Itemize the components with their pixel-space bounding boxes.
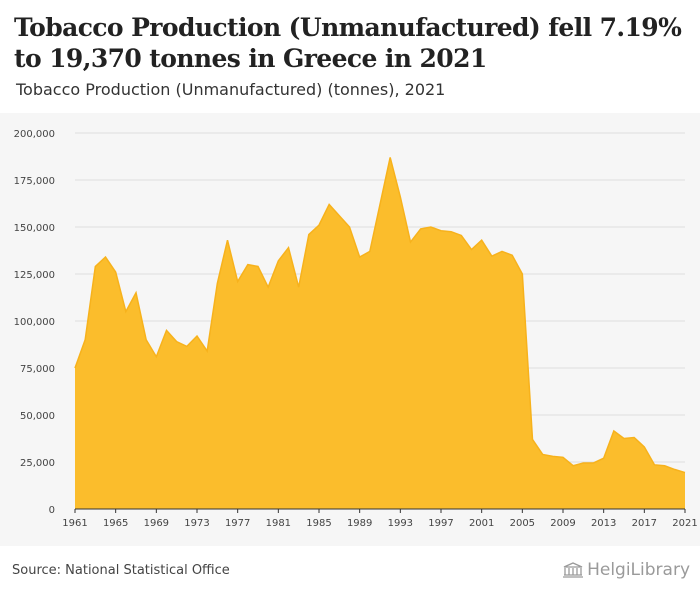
x-tick-label: 1973	[184, 518, 209, 529]
x-tick-label: 1977	[225, 518, 250, 529]
x-tick-label: 1989	[347, 518, 372, 529]
chart-subtitle: Tobacco Production (Unmanufactured) (ton…	[16, 80, 446, 99]
axes: 0 25,000 50,000 75,000 100,000 125,000 150,000…	[14, 129, 698, 529]
x-tick-label: 2001	[469, 518, 494, 529]
area-line	[74, 157, 686, 474]
y-tick-label: 25,000	[20, 458, 55, 469]
helgi-library-logo[interactable]: HelgiLibrary	[562, 560, 690, 580]
y-tick-label: 200,000	[14, 129, 55, 140]
x-tick-label: 1961	[62, 518, 87, 529]
source-note: Source: National Statistical Office	[12, 563, 230, 578]
area-fill	[75, 157, 685, 509]
x-tick-label: 2005	[510, 518, 535, 529]
y-tick-label: 100,000	[14, 317, 55, 328]
library-building-icon	[563, 562, 584, 578]
x-tick-label: 1985	[306, 518, 331, 529]
y-tick-label: 150,000	[14, 223, 55, 234]
x-tick-label: 2009	[550, 518, 575, 529]
y-tick-label: 50,000	[20, 411, 55, 422]
area-series	[74, 157, 686, 509]
x-tick-label: 2021	[672, 518, 697, 529]
x-tick-label: 1965	[103, 518, 128, 529]
y-tick-label: 175,000	[14, 176, 55, 187]
y-tick-label: 0	[49, 505, 55, 516]
x-tick-label: 1969	[144, 518, 169, 529]
logo-text: HelgiLibrary	[587, 560, 690, 580]
x-tick-label: 1997	[428, 518, 453, 529]
chart-title: Tobacco Production (Unmanufactured) fell…	[14, 13, 682, 73]
x-tick-label: 2017	[632, 518, 657, 529]
x-tick-label: 2013	[591, 518, 616, 529]
y-tick-label: 75,000	[20, 364, 55, 375]
y-tick-label: 125,000	[14, 270, 55, 281]
x-tick-label: 1993	[388, 518, 413, 529]
x-tick-label: 1981	[266, 518, 291, 529]
